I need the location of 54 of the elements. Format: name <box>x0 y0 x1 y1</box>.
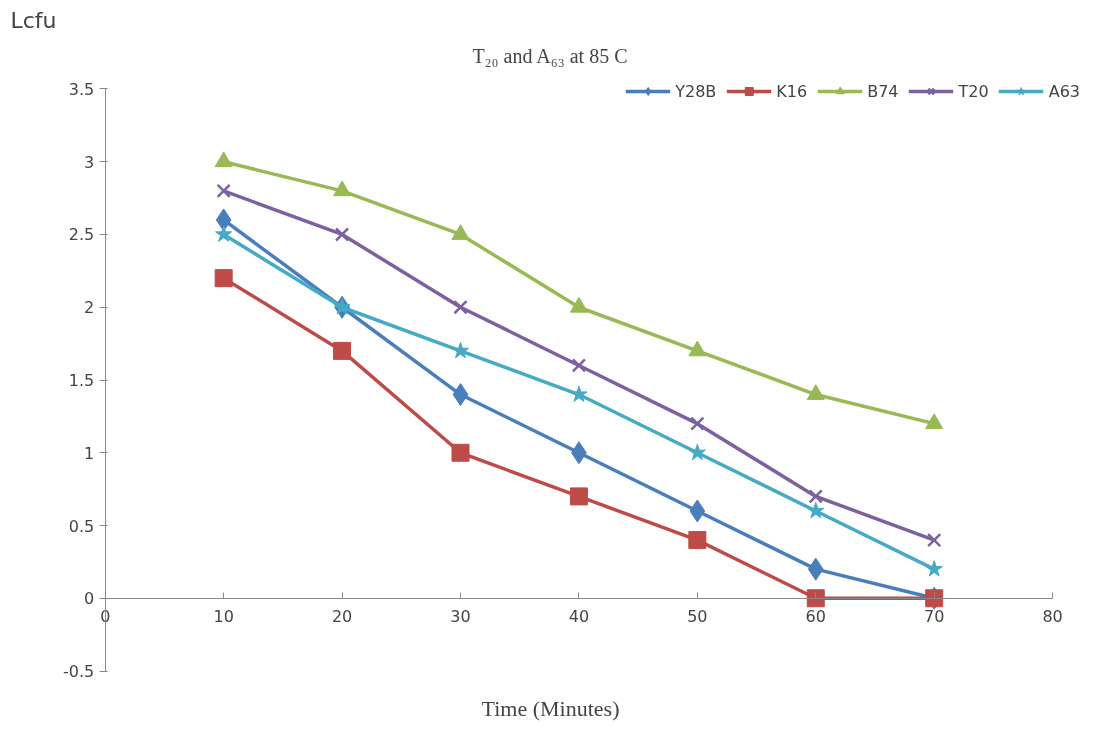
point <box>215 208 232 232</box>
point <box>926 532 942 548</box>
point <box>688 340 707 357</box>
point <box>451 443 470 462</box>
point <box>806 384 825 400</box>
point <box>333 341 352 360</box>
point <box>452 383 469 407</box>
y-tick-label: 0 <box>84 589 95 609</box>
point <box>333 298 351 315</box>
y-tick-label: -0.5 <box>63 662 95 682</box>
x-tick-label: 20 <box>331 607 353 627</box>
point <box>569 487 588 506</box>
point <box>569 296 588 313</box>
point <box>808 489 824 504</box>
legend-label: Y28B <box>675 81 717 101</box>
point <box>334 227 350 242</box>
point <box>453 299 468 315</box>
x-tick-label: 40 <box>568 607 590 627</box>
point <box>688 531 707 550</box>
y-tick-label: 2 <box>84 298 95 318</box>
point <box>690 416 705 431</box>
point <box>214 269 233 288</box>
point <box>451 224 470 240</box>
point <box>216 183 231 199</box>
x-axis-title: Time (Minutes) <box>481 695 620 721</box>
point <box>214 151 233 168</box>
y-tick-label: 1.5 <box>68 371 95 390</box>
point <box>807 501 825 519</box>
x-tick-label: 50 <box>687 607 708 627</box>
point <box>807 557 824 581</box>
point <box>925 560 943 577</box>
point <box>571 358 587 373</box>
point <box>689 499 706 523</box>
legend-label: A63 <box>1048 81 1080 101</box>
y-tick-label: 1 <box>84 443 95 463</box>
x-tick-label: 30 <box>450 607 471 627</box>
legend-label: B74 <box>867 81 899 101</box>
legend-label: K16 <box>776 81 808 101</box>
point <box>925 413 944 430</box>
x-tick-label: 80 <box>1042 607 1063 627</box>
y-tick-label: 2.5 <box>68 225 95 245</box>
y-tick-label: 3 <box>84 152 95 172</box>
point <box>215 225 233 242</box>
y-tick-label: 0.5 <box>68 516 95 536</box>
legend-label: T20 <box>958 81 989 101</box>
y-axis-title: Lcfu <box>10 7 57 33</box>
chart-title: T₂₀ and A₆₃ at 85 C <box>472 44 628 67</box>
y-tick-label: 3.5 <box>68 79 95 99</box>
point <box>688 443 706 461</box>
x-tick-label: 60 <box>805 607 826 627</box>
x-tick-label: 70 <box>924 607 945 627</box>
x-tick-label: 10 <box>213 607 234 627</box>
point <box>333 180 352 197</box>
point <box>806 589 825 608</box>
